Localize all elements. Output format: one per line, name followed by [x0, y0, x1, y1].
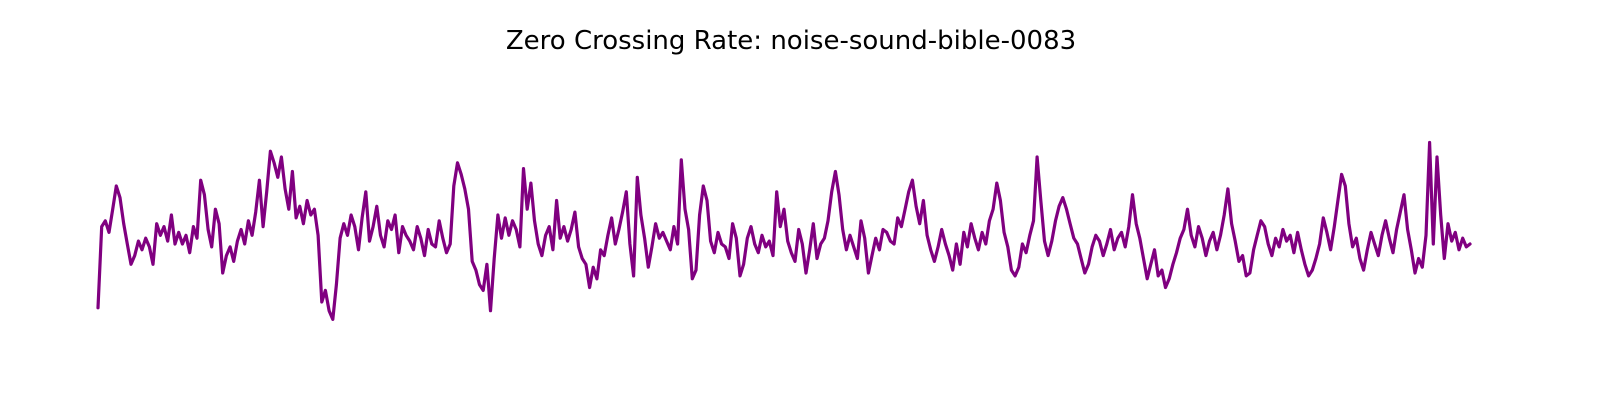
series-line-0 [96, 140, 1472, 321]
plot-area [96, 140, 1472, 321]
chart-title: Zero Crossing Rate: noise-sound-bible-00… [505, 26, 1077, 56]
